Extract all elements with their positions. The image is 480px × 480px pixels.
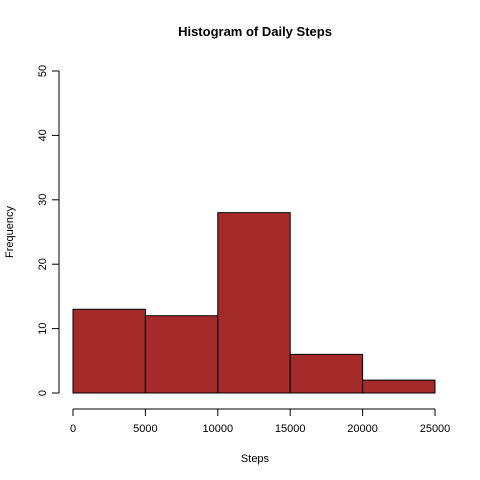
y-tick-label: 30 [37,194,49,206]
bars-group [72,212,436,394]
histogram-bar-1 [144,315,219,394]
x-axis-label: Steps [241,453,270,465]
x-tick-label: 25000 [420,423,451,435]
y-axis: 0 10 20 30 40 50 [37,65,60,396]
y-tick-label: 10 [37,322,49,334]
x-tick-label: 10000 [203,423,234,435]
x-tick-label: 0 [70,423,76,435]
y-tick-label: 50 [37,65,49,77]
x-tick-label: 20000 [347,423,378,435]
histogram-bar-2 [217,212,291,394]
y-tick-label: 0 [37,390,49,396]
y-tick-label: 40 [37,129,49,141]
chart-title: Histogram of Daily Steps [178,24,332,39]
y-axis-label: Frequency [4,206,16,258]
histogram-bar-4 [362,379,436,394]
x-tick-label: 15000 [275,423,306,435]
y-tick-label: 20 [37,258,49,270]
histogram-bar-3 [289,353,364,394]
histogram-bar-0 [72,308,146,394]
x-tick-label: 5000 [133,423,157,435]
x-axis: 0 5000 10000 15000 20000 25000 [70,408,451,435]
